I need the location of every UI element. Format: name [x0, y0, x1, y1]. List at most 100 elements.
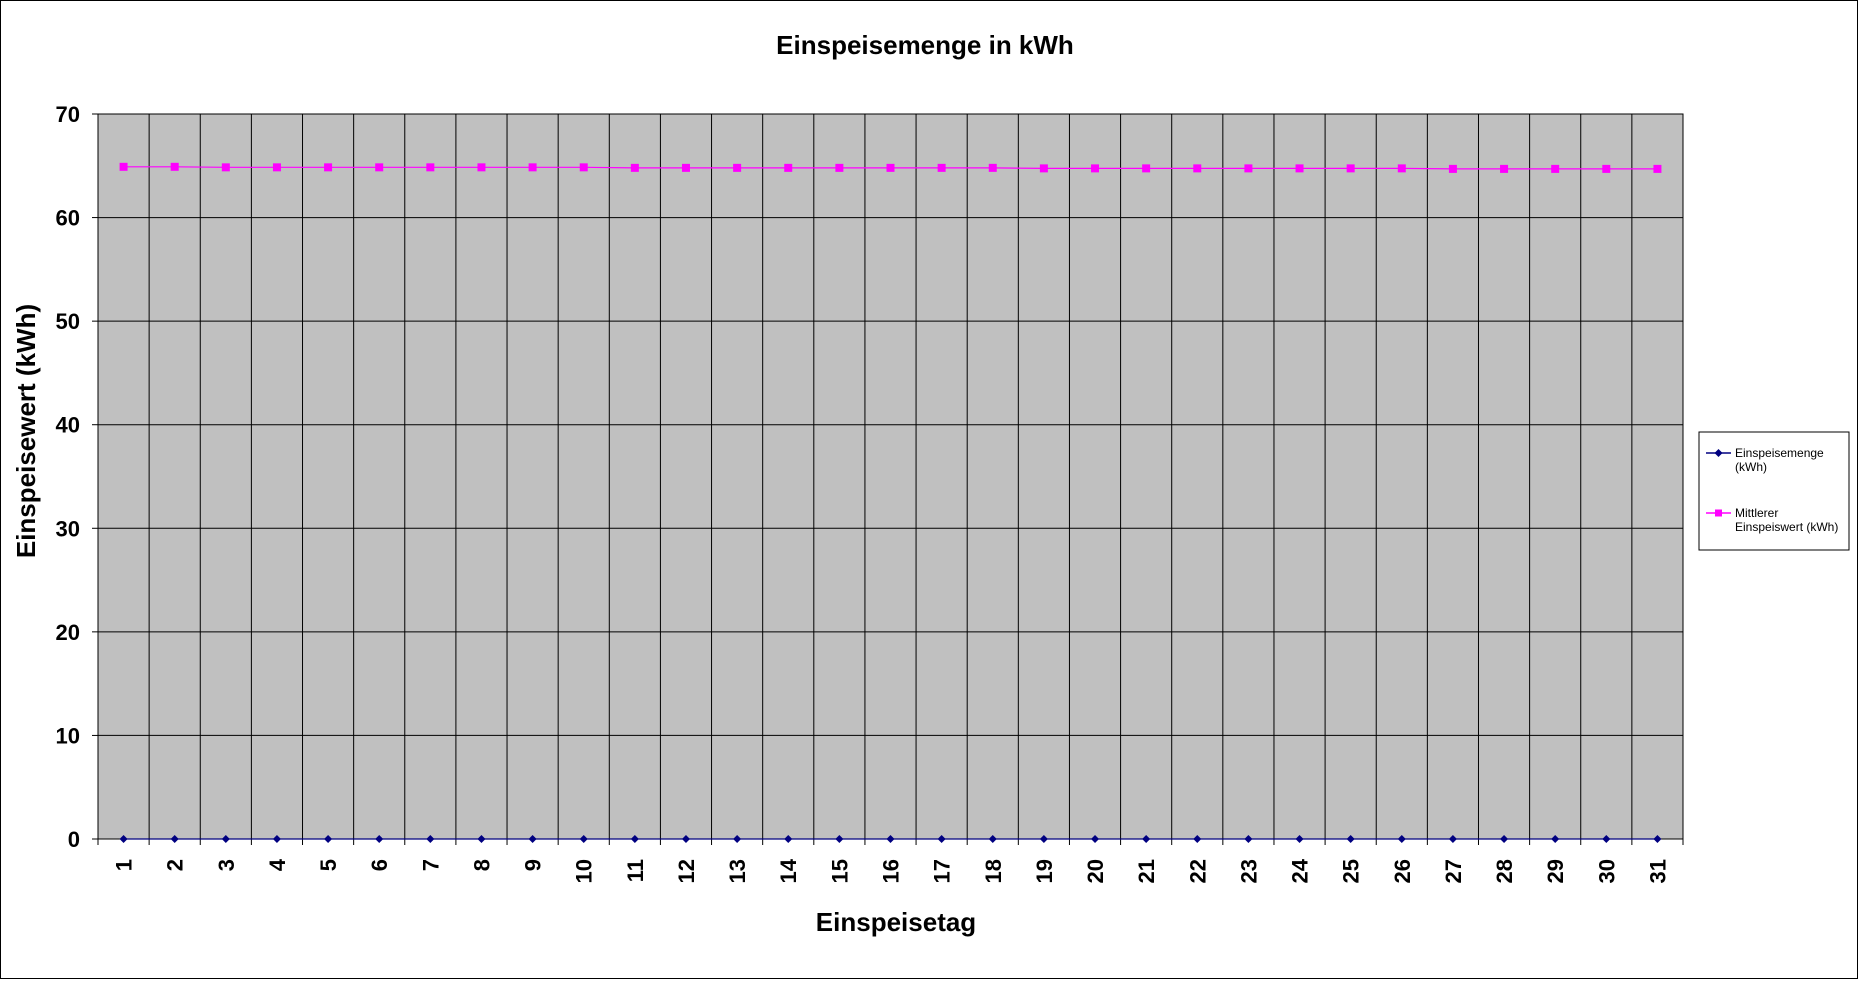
legend: Einspeisemenge(kWh) MittlererEinspeiswert… — [1698, 431, 1850, 551]
x-tick-label: 3 — [214, 859, 239, 871]
data-point-square — [733, 163, 742, 172]
data-point-diamond — [1142, 835, 1151, 843]
data-point-diamond — [1448, 835, 1457, 843]
legend-label-2: Mittlerer — [1735, 506, 1778, 520]
data-point-diamond — [733, 835, 742, 843]
data-point-square — [1039, 164, 1048, 173]
y-tick-label: 20 — [56, 620, 80, 645]
x-tick-label: 25 — [1339, 859, 1364, 883]
x-tick-label: 22 — [1185, 859, 1210, 883]
legend-marker-square — [1715, 509, 1722, 517]
data-point-diamond — [119, 835, 128, 843]
data-point-diamond — [272, 835, 281, 843]
data-point-diamond — [1397, 835, 1406, 843]
data-point-diamond — [1346, 835, 1355, 843]
x-tick-label: 28 — [1492, 859, 1517, 883]
data-point-diamond — [835, 835, 844, 843]
x-tick-label: 8 — [469, 859, 494, 871]
data-point-square — [221, 163, 230, 172]
data-point-diamond — [528, 835, 537, 843]
x-tick-label: 4 — [265, 858, 290, 871]
x-tick-label: 7 — [418, 859, 443, 871]
legend-label-2: Einspeiswert (kWh) — [1735, 520, 1838, 534]
x-tick-label: 10 — [572, 859, 597, 883]
data-point-square — [1653, 164, 1662, 173]
data-point-diamond — [579, 835, 588, 843]
data-point-diamond — [681, 835, 690, 843]
x-tick-label: 1 — [112, 859, 137, 871]
gridlines — [98, 114, 1683, 839]
x-tick-label: 24 — [1288, 858, 1313, 883]
y-tick-label: 60 — [56, 206, 80, 231]
y-tick-label: 10 — [56, 723, 80, 748]
data-point-square — [272, 163, 281, 172]
data-point-diamond — [630, 835, 639, 843]
data-point-square — [886, 163, 895, 172]
data-point-square — [1397, 164, 1406, 173]
y-tick-label: 40 — [56, 413, 80, 438]
x-tick-label: 11 — [623, 859, 648, 882]
x-tick-label: 15 — [827, 859, 852, 883]
data-point-square — [1142, 164, 1151, 173]
y-axis-title: Einspeisewert (kWh) — [11, 304, 41, 558]
plot-background — [97, 113, 1684, 840]
data-point-diamond — [937, 835, 946, 843]
data-point-square — [579, 163, 588, 172]
data-point-diamond — [988, 835, 997, 843]
data-point-diamond — [886, 835, 895, 843]
data-point-diamond — [324, 835, 333, 843]
data-point-square — [528, 163, 537, 172]
data-point-square — [1602, 164, 1611, 173]
x-tick-label: 21 — [1134, 859, 1159, 883]
legend-marker-diamond — [1714, 449, 1723, 457]
data-point-diamond — [1039, 835, 1048, 843]
x-tick-label: 26 — [1390, 859, 1415, 883]
data-point-square — [1091, 164, 1100, 173]
x-tick-label: 31 — [1645, 859, 1670, 883]
series-layer — [119, 162, 1662, 843]
data-point-square — [170, 162, 179, 171]
data-point-diamond — [1602, 835, 1611, 843]
y-tick-label: 0 — [68, 827, 80, 852]
x-tick-label: 2 — [163, 859, 188, 871]
data-point-diamond — [477, 835, 486, 843]
y-tick-label: 50 — [56, 309, 80, 334]
legend-label-1: (kWh) — [1735, 460, 1767, 474]
x-tick-label: 27 — [1441, 859, 1466, 883]
data-point-diamond — [1653, 835, 1662, 843]
data-point-square — [784, 163, 793, 172]
data-point-square — [1448, 164, 1457, 173]
x-tick-label: 13 — [725, 859, 750, 883]
data-point-square — [375, 163, 384, 172]
y-tick-label: 70 — [56, 102, 80, 127]
data-point-square — [681, 163, 690, 172]
data-point-diamond — [1091, 835, 1100, 843]
data-point-square — [1193, 164, 1202, 173]
data-point-square — [1244, 164, 1253, 173]
data-point-square — [630, 163, 639, 172]
data-point-diamond — [1244, 835, 1253, 843]
legend-box — [1698, 431, 1850, 551]
data-point-square — [1500, 164, 1509, 173]
legend-label-1: Einspeisemenge — [1735, 446, 1824, 460]
data-point-square — [1346, 164, 1355, 173]
x-axis-title: Einspeisetag — [816, 907, 976, 937]
data-point-square — [937, 163, 946, 172]
x-tick-label: 14 — [776, 858, 801, 883]
data-point-diamond — [375, 835, 384, 843]
data-point-square — [988, 163, 997, 172]
data-point-square — [426, 163, 435, 172]
x-tick-label: 23 — [1236, 859, 1261, 883]
data-point-diamond — [1500, 835, 1509, 843]
x-tick-label: 29 — [1543, 859, 1568, 883]
y-axis-ticks: 0 10 20 30 40 50 60 70 — [56, 102, 98, 852]
data-point-square — [477, 163, 486, 172]
data-point-diamond — [221, 835, 230, 843]
x-tick-label: 9 — [521, 859, 546, 871]
x-tick-label: 18 — [981, 859, 1006, 883]
x-tick-label: 6 — [367, 859, 392, 871]
data-point-square — [835, 163, 844, 172]
data-point-diamond — [1193, 835, 1202, 843]
